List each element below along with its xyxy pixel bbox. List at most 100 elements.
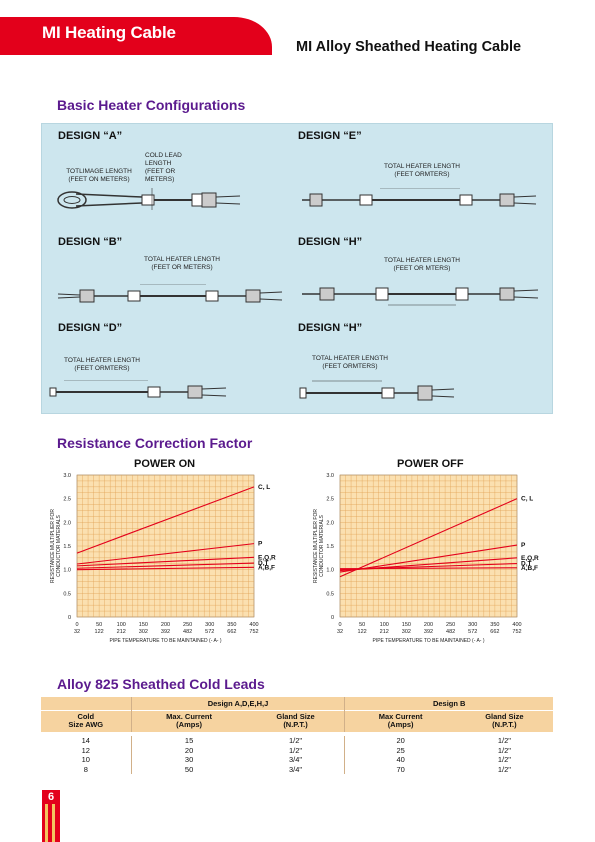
- table-cell: 1/2": [456, 755, 553, 765]
- design-e-cable-drawing: [300, 188, 540, 212]
- x-tick-label-alt: 662: [227, 629, 236, 635]
- table-cell: 30: [131, 755, 247, 765]
- table-row: 14 15 1/2" 20 1/2": [41, 736, 553, 746]
- x-tick-label: 150: [402, 622, 411, 628]
- x-tick-label-alt: 752: [249, 629, 258, 635]
- y-tick-label: 0.5: [63, 591, 71, 597]
- chart-power-on: POWER ON 0 0.5 1.0 1.5 2.0 2.5 3.0 0 32 50 122 100 2…: [44, 455, 289, 655]
- chart-power-off-title: POWER OFF: [397, 458, 464, 470]
- table-cell: 20: [345, 736, 456, 746]
- table-cell: 25: [345, 746, 456, 756]
- series-label: A,B,F: [521, 565, 538, 572]
- table-cell: 3/4": [247, 765, 345, 775]
- y-tick-label: 2.0: [63, 520, 71, 526]
- x-tick-label: 300: [205, 622, 214, 628]
- design-a-note-length: TOTLIMAGE LENGTH (FEET ON METERS): [64, 168, 134, 184]
- x-tick-label-alt: 392: [424, 629, 433, 635]
- y-tick-label: 0: [68, 615, 71, 621]
- design-e-note-length: TOTAL HEATER LENGTH (FEET ORMTERS): [372, 163, 472, 179]
- x-tick-label-alt: 212: [117, 629, 126, 635]
- table-cell: 12: [41, 746, 131, 756]
- table-row: 10 30 3/4" 40 1/2": [41, 755, 553, 765]
- table-group-design-a: Design A,D,E,H,J: [131, 697, 345, 710]
- x-tick-label: 400: [249, 622, 258, 628]
- table-row: 12 20 1/2" 25 1/2": [41, 746, 553, 756]
- table-header-cold-size: Cold Size AWG: [41, 710, 131, 732]
- table-cell: 20: [131, 746, 247, 756]
- table-cell: 10: [41, 755, 131, 765]
- x-axis-label: PIPE TEMPERATURE TO BE MAINTAINED (- A- …: [372, 638, 484, 644]
- section-title-cold-leads: Alloy 825 Sheathed Cold Leads: [57, 676, 265, 692]
- x-tick-label: 50: [96, 622, 102, 628]
- design-d-note-length: TOTAL HEATER LENGTH (FEET ORMTERS): [56, 357, 148, 373]
- x-tick-label: 150: [139, 622, 148, 628]
- series-label: A,B,F: [258, 564, 275, 571]
- table-header-max-current-b: Max Current (Amps): [345, 710, 456, 732]
- table-cell: 1/2": [456, 736, 553, 746]
- x-tick-label: 0: [75, 622, 78, 628]
- x-tick-label: 400: [512, 622, 521, 628]
- table-cell: 40: [345, 755, 456, 765]
- x-tick-label-alt: 482: [446, 629, 455, 635]
- x-tick-label-alt: 662: [490, 629, 499, 635]
- design-a-note-cold-lead: COLD LEAD LENGTH (FEET OR METERS): [145, 152, 191, 184]
- x-tick-label: 200: [161, 622, 170, 628]
- design-b-label: DESIGN “B”: [58, 236, 122, 248]
- page-number: 6: [42, 791, 60, 803]
- x-tick-label: 200: [424, 622, 433, 628]
- table-cell: 1/2": [456, 746, 553, 756]
- table-cell: 50: [131, 765, 247, 775]
- design-a-cable-drawing: [52, 186, 252, 214]
- series-label: C, L: [521, 496, 533, 503]
- series-label: P: [521, 542, 526, 549]
- y-tick-label: 1.5: [63, 544, 71, 550]
- y-axis-label: RESISTANCE MULTIPLIER FORCONDUCTOR MATER…: [50, 509, 62, 583]
- table-group-design-b: Design B: [345, 697, 553, 710]
- x-tick-label: 0: [338, 622, 341, 628]
- x-tick-label-alt: 302: [139, 629, 148, 635]
- x-tick-label: 250: [446, 622, 455, 628]
- table-row: 8 50 3/4" 70 1/2": [41, 765, 553, 775]
- config-panel: DESIGN “A” TOTLIMAGE LENGTH (FEET ON MET…: [41, 123, 553, 414]
- y-tick-label: 2.5: [63, 497, 71, 503]
- y-tick-label: 1.5: [326, 544, 334, 550]
- design-d-cable-drawing: [48, 380, 238, 404]
- design-d-label: DESIGN “D”: [58, 322, 122, 334]
- tab-stripe: [45, 804, 48, 842]
- header-subtitle: MI Alloy Sheathed Heating Cable: [296, 39, 521, 55]
- header-title: MI Heating Cable: [42, 23, 176, 43]
- design-h1-note-length: TOTAL HEATER LENGTH (FEET OR MTERS): [372, 257, 472, 273]
- design-b-note-length: TOTAL HEATER LENGTH (FEET OR METERS): [132, 256, 232, 272]
- x-tick-label: 50: [359, 622, 365, 628]
- x-tick-label: 350: [490, 622, 499, 628]
- x-tick-label-alt: 32: [74, 629, 80, 635]
- chart-power-on-title: POWER ON: [134, 458, 195, 470]
- series-label: P: [258, 541, 263, 548]
- y-axis-label: RESISTANCE MULTIPLIER FORCONDUCTOR MATER…: [313, 509, 325, 583]
- tab-stripe: [52, 804, 55, 842]
- design-h2-label: DESIGN “H”: [298, 322, 362, 334]
- table-cell: 1/2": [456, 765, 553, 775]
- y-tick-label: 1.0: [63, 568, 71, 574]
- x-tick-label: 300: [468, 622, 477, 628]
- x-tick-label: 250: [183, 622, 192, 628]
- x-tick-label: 100: [117, 622, 126, 628]
- series-label: C, L: [258, 484, 270, 491]
- x-tick-label-alt: 302: [402, 629, 411, 635]
- section-title-resistance: Resistance Correction Factor: [57, 435, 252, 451]
- x-tick-label-alt: 752: [512, 629, 521, 635]
- table-cell: 1/2": [247, 736, 345, 746]
- x-tick-label: 350: [227, 622, 236, 628]
- table-cell: 14: [41, 736, 131, 746]
- design-a-label: DESIGN “A”: [58, 130, 122, 142]
- x-tick-label-alt: 482: [183, 629, 192, 635]
- page-number-tab: 6: [42, 790, 60, 842]
- x-tick-label-alt: 32: [337, 629, 343, 635]
- chart-power-off: POWER OFF 0 0.5 1.0 1.5 2.0 2.5 3.0 0 32 50 122 100…: [307, 455, 557, 655]
- table-cell: 8: [41, 765, 131, 775]
- x-tick-label-alt: 212: [380, 629, 389, 635]
- table-header-gland-size-b: Gland Size (N.P.T.): [456, 710, 553, 732]
- chart-power-on-svg: 00.51.01.52.02.53.0032501221002121503022…: [44, 455, 289, 655]
- table-header-gland-size-a: Gland Size (N.P.T.): [247, 710, 345, 732]
- x-tick-label-alt: 122: [95, 629, 104, 635]
